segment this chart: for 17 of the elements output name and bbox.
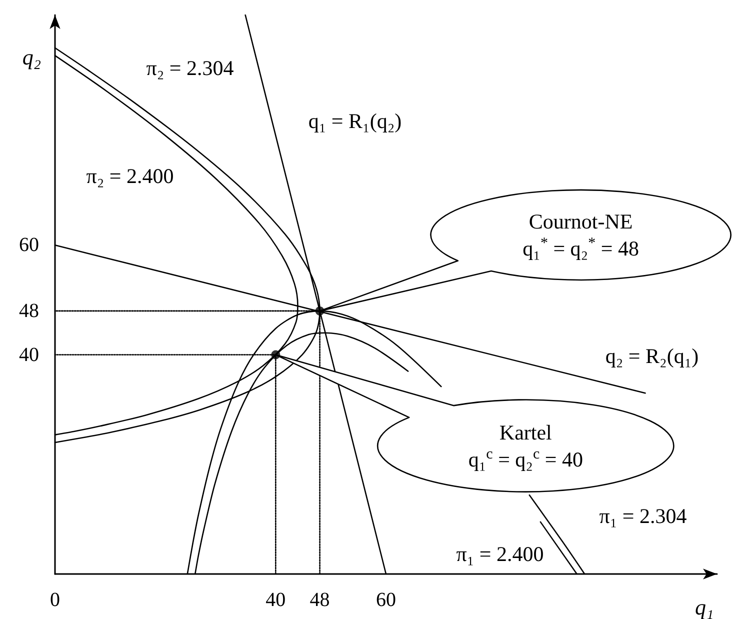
annotation: q₁ = R₁(q₂): [308, 109, 402, 133]
annotation: Cournot-NE q₁$^{*}$ = q₂$^{*}$ = 48: [522, 209, 639, 260]
y-tick-label: 60: [19, 234, 39, 256]
x-axis-title: q₁: [695, 594, 714, 619]
annotation: π₁ = 2.400: [456, 542, 544, 566]
x-tick-label: 48: [310, 589, 330, 611]
y-axis-title: q₂: [22, 44, 42, 70]
annotation: q₂ = R₂(q₁): [605, 344, 699, 368]
x-tick-label: 60: [376, 589, 396, 611]
x-tick-label: 40: [266, 589, 286, 611]
x-tick-label: 0: [50, 589, 60, 611]
annotation: π₂ = 2.304: [146, 56, 234, 80]
y-tick-label: 48: [19, 300, 39, 322]
annotation: π₂ = 2.400: [86, 164, 174, 188]
annotation: Kartel q₁$^{c}$ = q₂$^{c}$ = 40: [468, 420, 584, 472]
annotation: π₁ = 2.304: [599, 504, 688, 528]
y-tick-label: 40: [19, 344, 39, 366]
